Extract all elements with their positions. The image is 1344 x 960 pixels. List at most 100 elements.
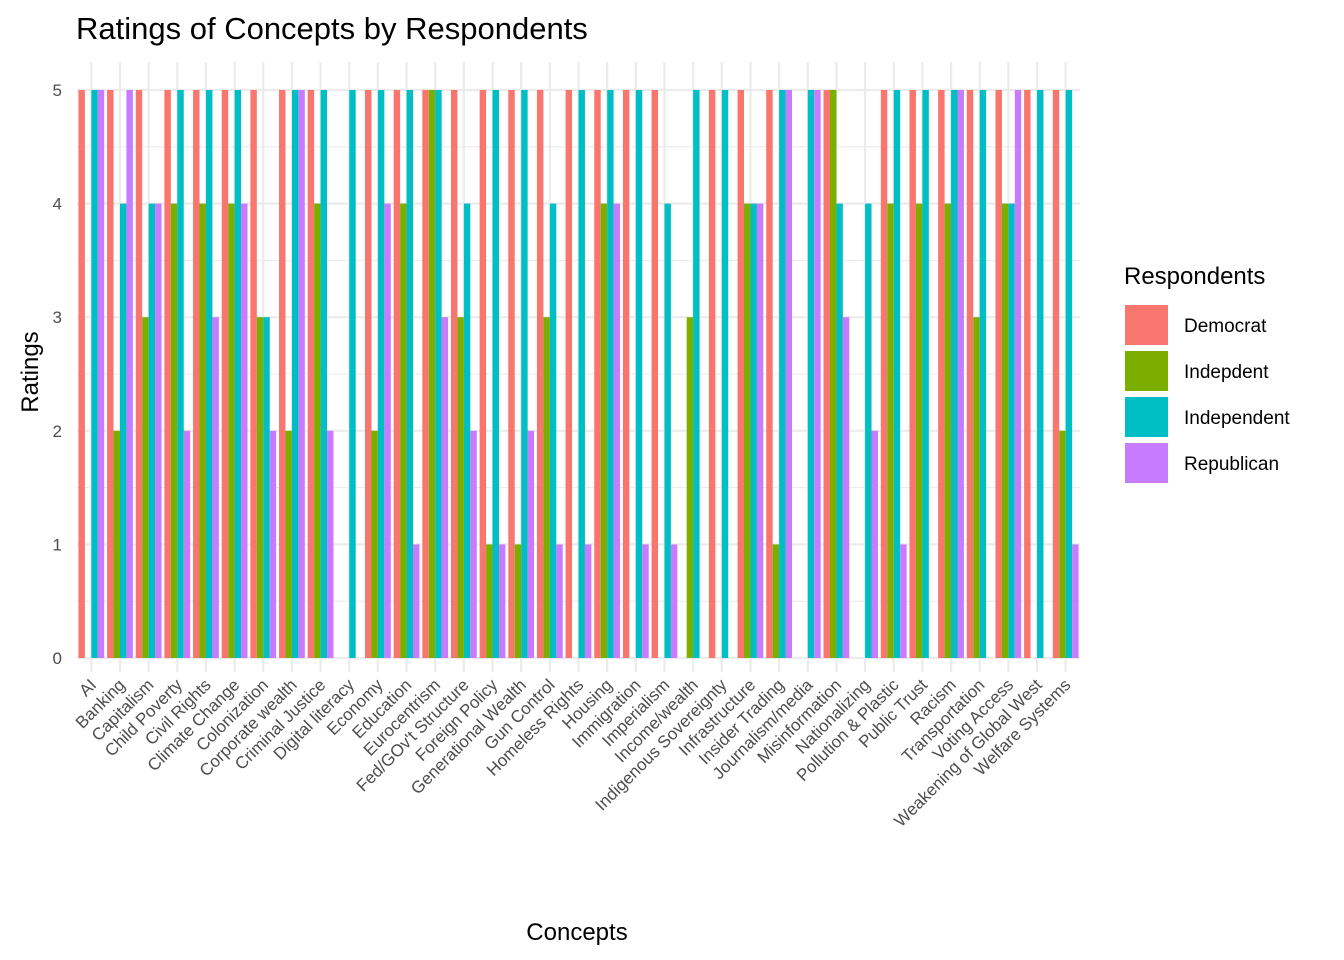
bar (393, 90, 401, 658)
bar (829, 90, 837, 658)
bar (823, 90, 830, 658)
bar (119, 203, 127, 658)
x-axis-title: Concepts (526, 919, 627, 946)
bar (836, 203, 843, 658)
bar (880, 90, 888, 658)
legend-swatch (1125, 351, 1168, 391)
bar (406, 90, 414, 658)
bar (135, 90, 143, 658)
bar (1008, 203, 1015, 658)
bar (177, 90, 184, 658)
bar (291, 90, 299, 658)
bar (148, 203, 156, 658)
bar (750, 203, 757, 658)
bar (1001, 203, 1009, 658)
bar (241, 203, 248, 658)
bar (779, 90, 786, 658)
bar (814, 90, 821, 658)
legend-label: Republican (1184, 454, 1279, 475)
bar (78, 90, 85, 658)
y-tick-label: 5 (53, 81, 62, 100)
bar (479, 90, 487, 658)
bar (613, 203, 621, 658)
bar (584, 544, 592, 658)
y-tick-label: 4 (53, 195, 62, 214)
bar (842, 317, 850, 658)
bar (107, 90, 114, 658)
bar (944, 203, 952, 658)
y-axis-title: Ratings (17, 331, 44, 412)
bar (126, 90, 133, 658)
bar (365, 90, 372, 658)
bar (212, 317, 219, 658)
bar (527, 430, 535, 658)
legend-swatch (1125, 397, 1168, 437)
bar (492, 90, 499, 658)
bar (256, 317, 264, 658)
bar (979, 90, 987, 658)
bar (772, 544, 780, 658)
bar (422, 90, 429, 658)
legend: Respondents Democrat Indepdent Independent… (1124, 263, 1290, 483)
bar (183, 430, 191, 658)
bar (470, 430, 477, 658)
bar (670, 544, 678, 658)
bar (871, 430, 878, 658)
legend-label: Democrat (1184, 316, 1267, 337)
bar (250, 90, 257, 658)
y-tick-labels: 0 1 2 3 4 5 (53, 81, 62, 668)
bar (693, 90, 700, 658)
bar (951, 90, 958, 658)
bar (298, 90, 305, 658)
bar (893, 90, 901, 658)
bar (915, 203, 923, 658)
legend-swatch (1125, 305, 1168, 345)
bar (428, 90, 436, 658)
bar (314, 203, 321, 658)
bar (737, 90, 744, 658)
bar (1072, 544, 1079, 658)
bar (498, 544, 506, 658)
legend-swatch (1125, 443, 1168, 483)
bar (463, 203, 471, 658)
bar (307, 90, 315, 658)
bar (457, 317, 464, 658)
bar (807, 90, 815, 658)
bar (556, 544, 563, 658)
bar (635, 90, 643, 658)
bar (721, 90, 729, 658)
bar (384, 203, 391, 658)
bar (594, 90, 601, 658)
bar (966, 90, 974, 658)
bar (285, 430, 292, 658)
bar (142, 317, 149, 658)
y-tick-label: 2 (53, 422, 62, 441)
bar (279, 90, 286, 658)
bar (228, 203, 235, 658)
bar (164, 90, 171, 658)
bar (708, 90, 716, 658)
bar (909, 90, 916, 658)
bar (349, 90, 356, 658)
bar (651, 90, 659, 658)
bar (97, 90, 105, 658)
bar (922, 90, 929, 658)
bar (413, 544, 420, 658)
bar (199, 203, 206, 658)
bar (686, 317, 694, 658)
bar (450, 90, 458, 658)
bar (756, 203, 764, 658)
bar (205, 90, 213, 658)
bar (995, 90, 1002, 658)
bar (441, 317, 449, 658)
bar (170, 203, 178, 658)
bar (1052, 90, 1060, 658)
chart-title: Ratings of Concepts by Respondents (76, 11, 588, 46)
bar (1014, 90, 1022, 658)
bar (234, 90, 242, 658)
bar (1059, 430, 1066, 658)
bar (269, 430, 277, 658)
bar (263, 317, 270, 658)
